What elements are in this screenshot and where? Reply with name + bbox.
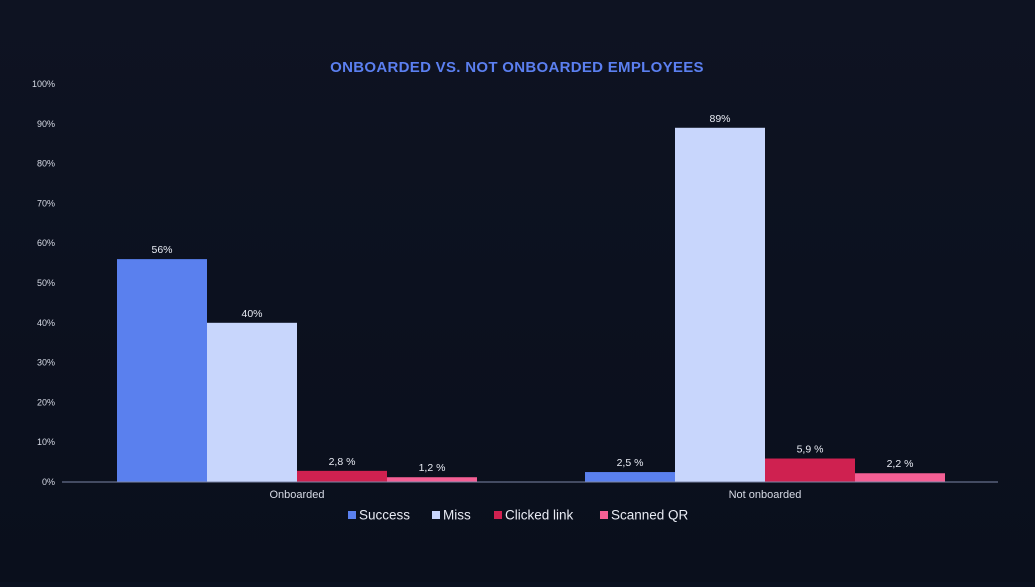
y-tick-label: 40% (37, 318, 55, 328)
y-tick-label: 50% (37, 278, 55, 288)
chart-title: ONBOARDED VS. NOT ONBOARDED EMPLOYEES (330, 59, 704, 76)
data-label: 56% (151, 244, 172, 256)
legend-swatch (348, 511, 356, 519)
legend: Success Miss Clicked link Scanned QR (348, 508, 689, 523)
legend-swatch (600, 511, 608, 519)
data-label: 2,2 % (887, 458, 914, 470)
y-tick-label: 60% (37, 238, 55, 248)
data-label: 1,2 % (419, 462, 446, 474)
bar-success (117, 259, 207, 482)
legend-label: Success (359, 508, 410, 523)
y-axis: 0% 10% 20% 30% 40% 50% 60% 70% 80% 90% 100% (32, 79, 55, 487)
legend-label: Scanned QR (611, 508, 689, 523)
legend-label: Clicked link (505, 508, 574, 523)
legend-item-clicked-link: Clicked link (494, 508, 574, 523)
bar-miss (207, 322, 297, 482)
bar-clicked-link (765, 458, 855, 482)
y-tick-label: 30% (37, 358, 55, 368)
legend-item-miss: Miss (432, 508, 471, 523)
bar-success (585, 472, 675, 482)
y-tick-label: 20% (37, 397, 55, 407)
data-label: 89% (709, 113, 730, 125)
y-tick-label: 80% (37, 159, 55, 169)
y-tick-label: 0% (42, 477, 55, 487)
data-label: 5,9 % (797, 444, 824, 456)
bar-clicked-link (297, 470, 387, 482)
legend-swatch (432, 511, 440, 519)
x-axis: Onboarded Not onboarded (269, 489, 801, 501)
x-category-label: Onboarded (269, 489, 324, 501)
bar-scanned-qr (387, 477, 477, 482)
y-tick-label: 90% (37, 119, 55, 129)
data-label: 2,5 % (617, 457, 644, 469)
bar-scanned-qr (855, 473, 945, 482)
legend-item-scanned-qr: Scanned QR (600, 508, 689, 523)
data-label: 40% (241, 308, 262, 320)
y-tick-label: 100% (32, 79, 55, 89)
bars (117, 127, 945, 482)
x-category-label: Not onboarded (729, 489, 802, 501)
legend-swatch (494, 511, 502, 519)
legend-item-success: Success (348, 508, 410, 523)
y-tick-label: 10% (37, 437, 55, 447)
data-label: 2,8 % (329, 456, 356, 468)
bar-miss (675, 127, 765, 482)
data-labels: 56% 40% 2,8 % 1,2 % 2,5 % 89% 5,9 % 2,2 % (151, 113, 913, 474)
y-tick-label: 70% (37, 198, 55, 208)
legend-label: Miss (443, 508, 471, 523)
